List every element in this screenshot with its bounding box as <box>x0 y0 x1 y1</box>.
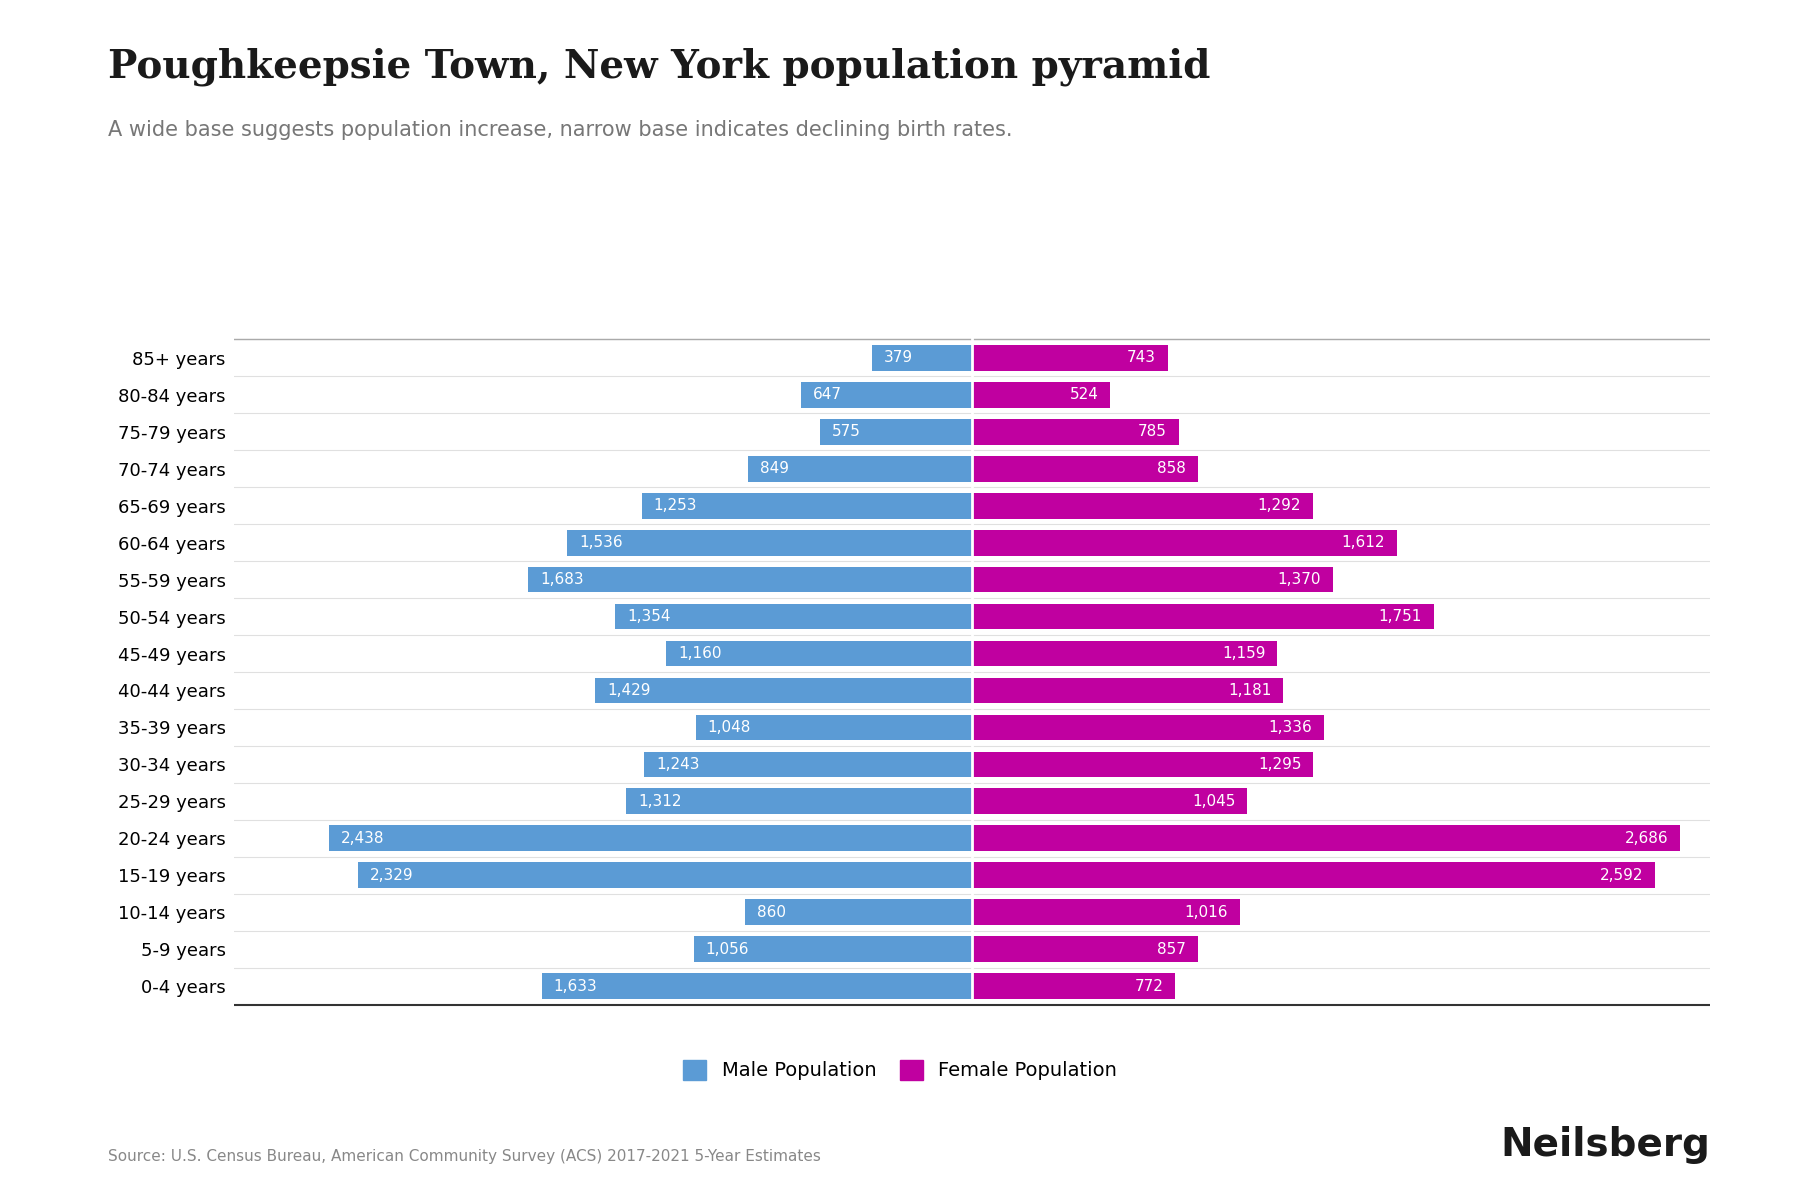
Bar <box>697 714 972 740</box>
Legend: Male Population, Female Population: Male Population, Female Population <box>675 1052 1125 1088</box>
Text: 1,312: 1,312 <box>637 794 682 809</box>
Bar <box>329 826 972 851</box>
Bar <box>972 751 1314 778</box>
Text: 1,056: 1,056 <box>706 942 749 956</box>
Text: 1,336: 1,336 <box>1269 720 1312 734</box>
Text: 1,160: 1,160 <box>679 646 722 661</box>
Text: 1,751: 1,751 <box>1379 610 1422 624</box>
Text: 1,181: 1,181 <box>1228 683 1271 698</box>
Text: 575: 575 <box>832 424 860 439</box>
Text: 1,633: 1,633 <box>553 979 598 994</box>
Bar <box>972 788 1247 815</box>
Bar <box>616 604 972 630</box>
Bar <box>972 493 1312 518</box>
Text: Poughkeepsie Town, New York population pyramid: Poughkeepsie Town, New York population p… <box>108 48 1210 86</box>
Text: 1,159: 1,159 <box>1222 646 1265 661</box>
Text: 2,329: 2,329 <box>371 868 414 883</box>
Text: 1,016: 1,016 <box>1184 905 1228 920</box>
Text: 1,295: 1,295 <box>1258 757 1301 772</box>
Bar <box>666 641 972 666</box>
Text: 2,686: 2,686 <box>1624 830 1669 846</box>
Bar <box>567 529 972 556</box>
Text: 1,536: 1,536 <box>580 535 623 550</box>
Bar <box>529 566 972 593</box>
Bar <box>596 678 972 703</box>
Bar <box>972 566 1334 593</box>
Text: Neilsberg: Neilsberg <box>1499 1126 1710 1164</box>
Bar <box>972 714 1325 740</box>
Bar <box>972 604 1433 630</box>
Bar <box>873 344 972 371</box>
Text: 1,048: 1,048 <box>707 720 751 734</box>
Text: 849: 849 <box>760 461 788 476</box>
Text: 772: 772 <box>1134 979 1163 994</box>
Bar <box>749 456 972 481</box>
Text: 1,612: 1,612 <box>1341 535 1384 550</box>
Text: 1,354: 1,354 <box>626 610 670 624</box>
Bar <box>972 973 1175 1000</box>
Text: 743: 743 <box>1127 350 1156 365</box>
Bar <box>358 863 972 888</box>
Bar <box>972 936 1197 962</box>
Bar <box>644 751 972 778</box>
Text: 1,429: 1,429 <box>607 683 652 698</box>
Text: 524: 524 <box>1069 388 1098 402</box>
Bar <box>972 641 1278 666</box>
Bar <box>693 936 972 962</box>
Text: Source: U.S. Census Bureau, American Community Survey (ACS) 2017-2021 5-Year Est: Source: U.S. Census Bureau, American Com… <box>108 1150 821 1164</box>
Bar <box>972 529 1397 556</box>
Bar <box>972 382 1111 408</box>
Text: 379: 379 <box>884 350 913 365</box>
Text: 647: 647 <box>814 388 842 402</box>
Bar <box>745 900 972 925</box>
Text: 785: 785 <box>1138 424 1166 439</box>
Bar <box>972 900 1240 925</box>
Bar <box>972 456 1199 481</box>
Text: 860: 860 <box>758 905 787 920</box>
Bar <box>821 419 972 444</box>
Text: 1,683: 1,683 <box>540 572 583 587</box>
Text: 2,438: 2,438 <box>342 830 385 846</box>
Text: 1,370: 1,370 <box>1278 572 1321 587</box>
Text: 1,045: 1,045 <box>1192 794 1235 809</box>
Bar <box>972 419 1179 444</box>
Bar <box>801 382 972 408</box>
Bar <box>972 344 1168 371</box>
Bar <box>972 678 1283 703</box>
Text: 2,592: 2,592 <box>1600 868 1643 883</box>
Bar <box>643 493 972 518</box>
Bar <box>972 826 1679 851</box>
Text: 1,292: 1,292 <box>1256 498 1301 514</box>
Bar <box>542 973 972 1000</box>
Bar <box>972 863 1656 888</box>
Text: A wide base suggests population increase, narrow base indicates declining birth : A wide base suggests population increase… <box>108 120 1012 140</box>
Text: 1,253: 1,253 <box>653 498 697 514</box>
Bar <box>626 788 972 815</box>
Text: 858: 858 <box>1157 461 1186 476</box>
Text: 1,243: 1,243 <box>657 757 700 772</box>
Text: 857: 857 <box>1157 942 1186 956</box>
